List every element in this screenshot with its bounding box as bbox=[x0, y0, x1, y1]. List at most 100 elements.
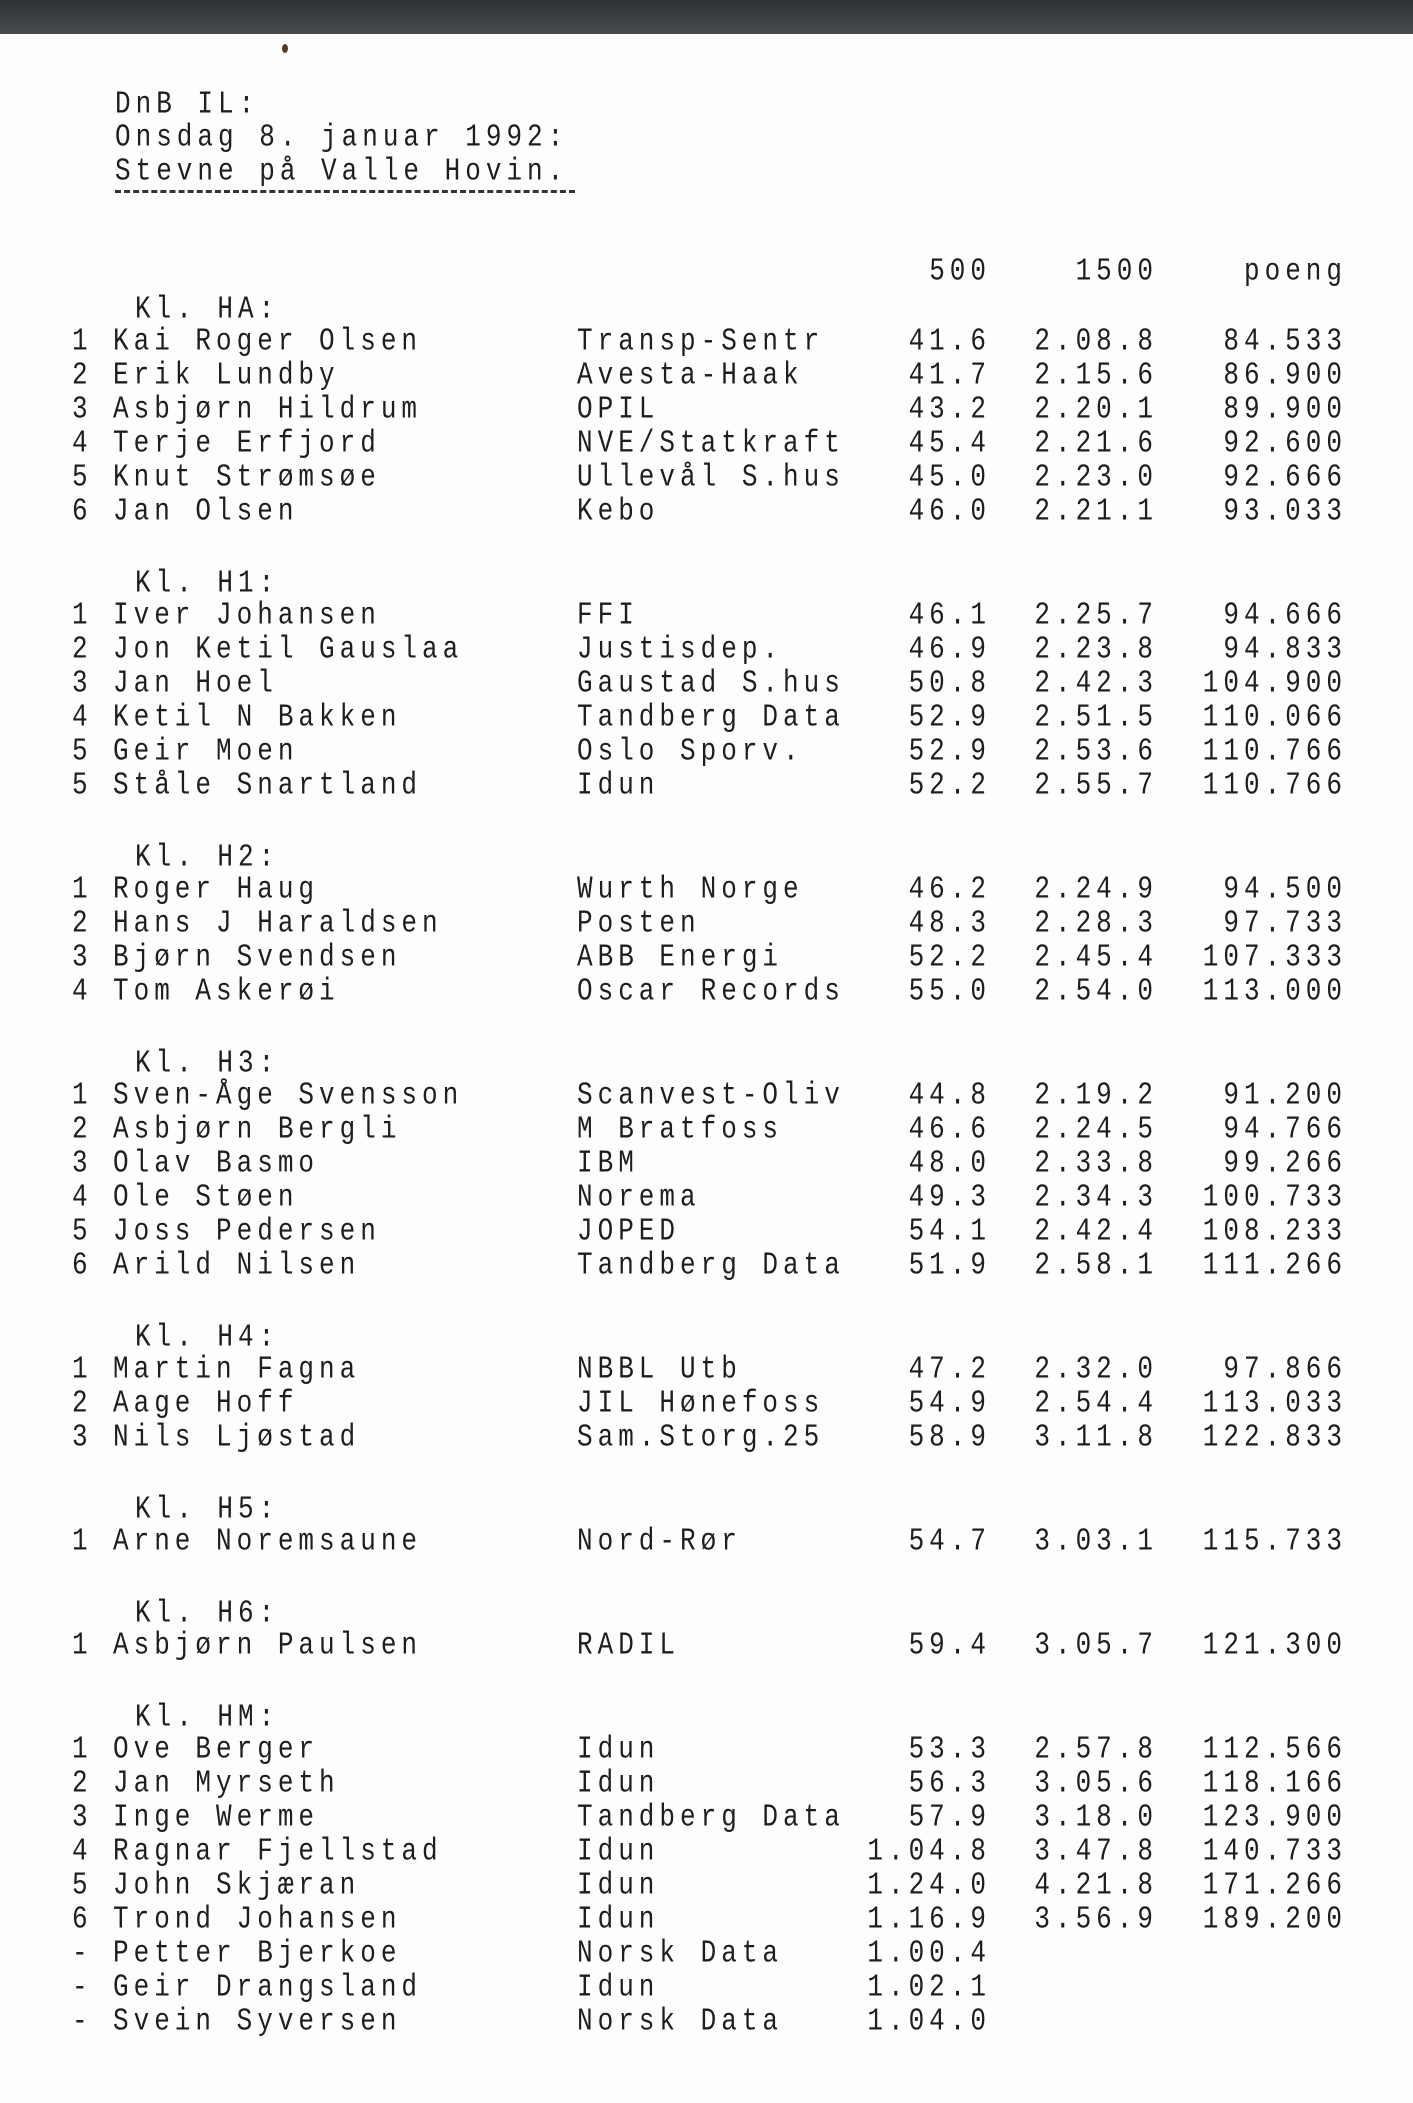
time-1500: 2.55.7 bbox=[1034, 767, 1158, 803]
points: 94.833 bbox=[1223, 631, 1347, 667]
athlete-name: Hans J Haraldsen bbox=[113, 905, 443, 941]
athlete-name: Arne Noremsaune bbox=[113, 1523, 423, 1559]
place: 1 bbox=[72, 597, 93, 633]
time-500: 51.9 bbox=[908, 1247, 991, 1283]
place: 2 bbox=[72, 1385, 93, 1421]
club: JIL Hønefoss bbox=[577, 1385, 825, 1421]
athlete-name: Jan Hoel bbox=[113, 665, 278, 701]
points: 104.900 bbox=[1202, 665, 1347, 701]
club: OPIL bbox=[577, 391, 660, 427]
class-heading: Kl. H2: bbox=[135, 839, 280, 875]
athlete-name: Petter Bjerkoe bbox=[113, 1935, 402, 1971]
time-1500: 3.47.8 bbox=[1034, 1833, 1158, 1869]
header-date: Onsdag 8. januar 1992: bbox=[115, 119, 569, 155]
time-500: 52.2 bbox=[908, 939, 991, 975]
points: 107.333 bbox=[1202, 939, 1347, 975]
club: Oslo Sporv. bbox=[577, 733, 804, 769]
place: 2 bbox=[72, 905, 93, 941]
place: 1 bbox=[72, 1077, 93, 1113]
athlete-name: Kai Roger Olsen bbox=[113, 323, 423, 359]
class-heading: Kl. H3: bbox=[135, 1045, 280, 1081]
time-1500: 2.21.1 bbox=[1034, 493, 1158, 529]
column-1500: 1500 bbox=[1075, 253, 1158, 289]
time-1500: 2.24.5 bbox=[1034, 1111, 1158, 1147]
athlete-name: Sven-Åge Svensson bbox=[113, 1077, 464, 1113]
points: 171.266 bbox=[1202, 1867, 1347, 1903]
points: 113.000 bbox=[1202, 973, 1347, 1009]
points: 113.033 bbox=[1202, 1385, 1347, 1421]
club: JOPED bbox=[577, 1213, 681, 1249]
time-500: 41.6 bbox=[908, 323, 991, 359]
club: Tandberg Data bbox=[577, 1799, 845, 1835]
time-1500: 2.28.3 bbox=[1034, 905, 1158, 941]
column-500: 500 bbox=[929, 253, 991, 289]
points: 189.200 bbox=[1202, 1901, 1347, 1937]
athlete-name: Martin Fagna bbox=[113, 1351, 361, 1387]
club: ABB Energi bbox=[577, 939, 784, 975]
athlete-name: Asbjørn Paulsen bbox=[113, 1627, 423, 1663]
place: 3 bbox=[72, 391, 93, 427]
place: 1 bbox=[72, 1523, 93, 1559]
place: 5 bbox=[72, 1867, 93, 1903]
place: - bbox=[72, 2003, 93, 2039]
club: Gaustad S.hus bbox=[577, 665, 845, 701]
place: 5 bbox=[72, 767, 93, 803]
ink-spot bbox=[282, 44, 288, 53]
place: 5 bbox=[72, 733, 93, 769]
athlete-name: Inge Werme bbox=[113, 1799, 320, 1835]
time-500: 45.4 bbox=[908, 425, 991, 461]
athlete-name: Knut Strømsøe bbox=[113, 459, 381, 495]
header-underline bbox=[115, 190, 575, 193]
points: 89.900 bbox=[1223, 391, 1347, 427]
club: M Bratfoss bbox=[577, 1111, 784, 1147]
athlete-name: Olav Basmo bbox=[113, 1145, 320, 1181]
time-500: 55.0 bbox=[908, 973, 991, 1009]
points: 91.200 bbox=[1223, 1077, 1347, 1113]
time-1500: 3.11.8 bbox=[1034, 1419, 1158, 1455]
time-500: 58.9 bbox=[908, 1419, 991, 1455]
time-1500: 2.08.8 bbox=[1034, 323, 1158, 359]
time-500: 46.0 bbox=[908, 493, 991, 529]
place: 4 bbox=[72, 699, 93, 735]
club: Scanvest-Oliv bbox=[577, 1077, 845, 1113]
athlete-name: Asbjørn Bergli bbox=[113, 1111, 402, 1147]
club: FFI bbox=[577, 597, 639, 633]
points: 111.266 bbox=[1202, 1247, 1347, 1283]
athlete-name: Roger Haug bbox=[113, 871, 320, 907]
time-1500: 3.18.0 bbox=[1034, 1799, 1158, 1835]
points: 97.733 bbox=[1223, 905, 1347, 941]
athlete-name: Ståle Snartland bbox=[113, 767, 423, 803]
points: 100.733 bbox=[1202, 1179, 1347, 1215]
athlete-name: Trond Johansen bbox=[113, 1901, 402, 1937]
place: 3 bbox=[72, 1799, 93, 1835]
time-500: 46.2 bbox=[908, 871, 991, 907]
points: 97.866 bbox=[1223, 1351, 1347, 1387]
club: Idun bbox=[577, 1969, 660, 2005]
club: RADIL bbox=[577, 1627, 681, 1663]
athlete-name: Terje Erfjord bbox=[113, 425, 381, 461]
class-heading: Kl. H6: bbox=[135, 1595, 280, 1631]
time-500: 48.0 bbox=[908, 1145, 991, 1181]
club: Justisdep. bbox=[577, 631, 784, 667]
club: Posten bbox=[577, 905, 701, 941]
time-1500: 2.45.4 bbox=[1034, 939, 1158, 975]
points: 92.666 bbox=[1223, 459, 1347, 495]
points: 110.766 bbox=[1202, 767, 1347, 803]
time-1500: 2.57.8 bbox=[1034, 1731, 1158, 1767]
athlete-name: Svein Syversen bbox=[113, 2003, 402, 2039]
place: 4 bbox=[72, 1833, 93, 1869]
points: 86.900 bbox=[1223, 357, 1347, 393]
time-1500: 2.25.7 bbox=[1034, 597, 1158, 633]
athlete-name: Iver Johansen bbox=[113, 597, 381, 633]
points: 123.900 bbox=[1202, 1799, 1347, 1835]
athlete-name: Ove Berger bbox=[113, 1731, 320, 1767]
time-1500: 2.20.1 bbox=[1034, 391, 1158, 427]
place: 2 bbox=[72, 1111, 93, 1147]
time-1500: 3.03.1 bbox=[1034, 1523, 1158, 1559]
time-500: 50.8 bbox=[908, 665, 991, 701]
points: 94.766 bbox=[1223, 1111, 1347, 1147]
time-500: 46.1 bbox=[908, 597, 991, 633]
time-1500: 2.42.3 bbox=[1034, 665, 1158, 701]
athlete-name: Geir Drangsland bbox=[113, 1969, 423, 2005]
class-heading: Kl. H4: bbox=[135, 1319, 280, 1355]
